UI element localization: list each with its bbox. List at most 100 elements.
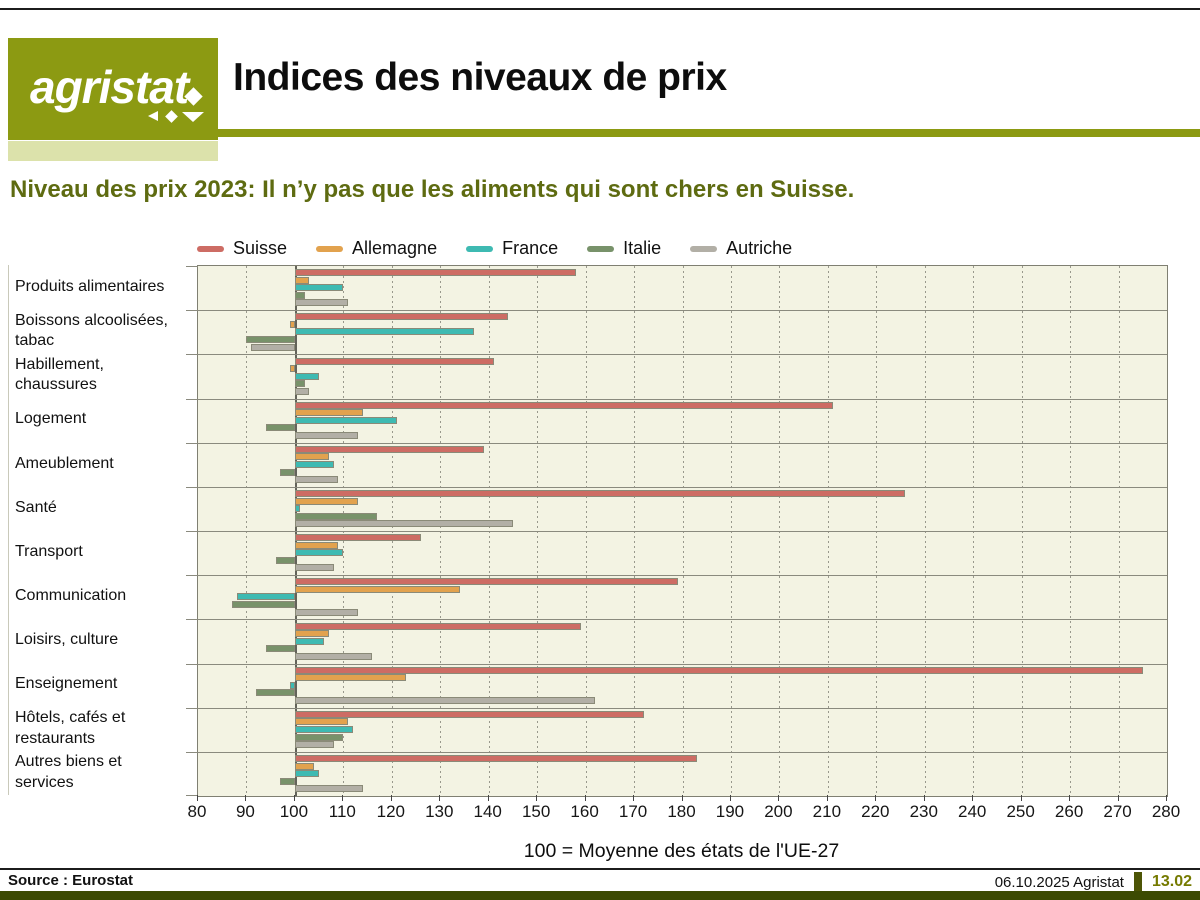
bar-allemagne — [294, 409, 363, 417]
x-tick — [875, 795, 877, 801]
bar-allemagne — [294, 453, 329, 461]
bar-france — [294, 770, 320, 778]
band-separator — [186, 487, 1167, 488]
x-tick-label: 170 — [618, 802, 648, 821]
category-label: Boissons alcoolisées, tabac — [15, 311, 168, 350]
x-tick — [487, 795, 489, 801]
bar-france — [294, 328, 475, 336]
x-tick-label: 220 — [861, 802, 890, 821]
x-tick — [1166, 795, 1167, 801]
bar-suisse — [294, 710, 644, 718]
bar-autriche — [294, 299, 349, 307]
x-tick — [536, 795, 538, 801]
bar-france — [294, 372, 320, 380]
x-tick — [729, 795, 731, 801]
x-tick-label: 230 — [909, 802, 938, 821]
category-label: Loisirs, culture — [15, 631, 119, 649]
category-axis: Produits alimentaires Boissons alcoolisée… — [10, 265, 188, 795]
bar-suisse — [294, 490, 906, 498]
bar-autriche — [294, 476, 339, 484]
x-tick-label: 150 — [521, 802, 551, 821]
x-tick — [778, 795, 780, 801]
x-tick — [1069, 795, 1071, 801]
x-tick-label: 200 — [764, 802, 793, 821]
bar-italie — [280, 468, 295, 476]
x-tick — [1020, 795, 1022, 801]
legend-item: Suisse — [197, 238, 287, 259]
bar-france — [294, 549, 344, 557]
top-border-rule — [0, 8, 1200, 10]
bar-italie — [246, 336, 295, 344]
category-label: Hôtels, cafés et restaurants — [15, 709, 126, 747]
band-separator — [186, 752, 1167, 753]
legend-label: Autriche — [726, 238, 793, 258]
footer-rule — [0, 868, 1200, 870]
x-tick — [245, 795, 247, 801]
x-tick — [197, 795, 198, 801]
page-number-block — [1133, 872, 1142, 892]
bar-autriche — [294, 785, 363, 793]
x-tick-label: 250 — [1006, 802, 1035, 821]
x-tick-label: 190 — [715, 802, 745, 821]
category-label: Logement — [15, 410, 87, 428]
band-separator — [186, 443, 1167, 444]
x-tick-label: 140 — [473, 802, 502, 821]
bar-italie — [275, 556, 295, 564]
agristat-logo: agristat — [8, 38, 218, 140]
band-separator — [186, 575, 1167, 576]
bar-italie — [294, 512, 378, 520]
legend-swatch — [197, 245, 224, 252]
category-label: Produits alimentaires — [15, 277, 165, 295]
footer-date: 06.10.2025 Agristat — [994, 873, 1124, 891]
footer: Source : Eurostat 06.10.2025 Agristat 13… — [0, 872, 1200, 892]
x-tick-label: 100 — [279, 802, 309, 821]
source-label: Source : Eurostat — [8, 872, 134, 889]
bar-suisse — [294, 401, 833, 409]
x-tick-label: 130 — [425, 802, 454, 821]
category-label: Autres biens et services — [15, 753, 122, 791]
bar-france — [294, 725, 354, 733]
bar-allemagne — [294, 276, 310, 284]
legend-swatch — [690, 245, 718, 252]
bar-france — [294, 284, 344, 292]
x-tick — [681, 795, 683, 801]
legend-swatch — [587, 245, 615, 252]
bar-france — [294, 637, 324, 645]
legend-swatch — [316, 245, 344, 252]
plot-area — [186, 265, 1168, 797]
band-separator — [186, 619, 1167, 620]
x-tick-label: 160 — [570, 802, 599, 821]
legend-item: Italie — [587, 238, 661, 259]
legend-item: Allemagne — [316, 238, 437, 259]
legend-item: Autriche — [690, 238, 792, 259]
band-separator — [186, 266, 198, 267]
x-tick-label: 180 — [667, 802, 696, 821]
title-rule — [218, 129, 1200, 137]
bar-italie — [265, 645, 295, 653]
category-label: Habillement, chaussures — [15, 355, 104, 394]
agristat-logo-text: agristat — [30, 61, 189, 113]
logo-down-triangle-icon — [182, 112, 204, 122]
bar-autriche — [294, 696, 596, 704]
band-separator — [186, 795, 198, 796]
x-tick-label: 280 — [1151, 802, 1181, 821]
x-tick — [826, 795, 828, 801]
bar-suisse — [294, 357, 494, 365]
bar-france — [290, 681, 295, 689]
x-tick — [972, 795, 974, 801]
category-label: Santé — [15, 498, 57, 516]
x-tick — [923, 795, 925, 801]
category-label: Ameublement — [15, 454, 114, 472]
bar-autriche — [251, 343, 295, 351]
legend-swatch — [466, 245, 494, 252]
bar-italie — [265, 424, 295, 432]
legend-label: Allemagne — [352, 238, 438, 258]
bar-italie — [280, 777, 295, 785]
x-tick — [1117, 795, 1119, 801]
chart-subtitle: Niveau des prix 2023: Il n’y pas que les… — [10, 176, 855, 203]
bar-autriche — [294, 564, 334, 572]
band-separator — [186, 708, 1167, 709]
footer-right: 06.10.2025 Agristat 13.02 — [995, 872, 1192, 892]
band-separator — [186, 664, 1167, 665]
